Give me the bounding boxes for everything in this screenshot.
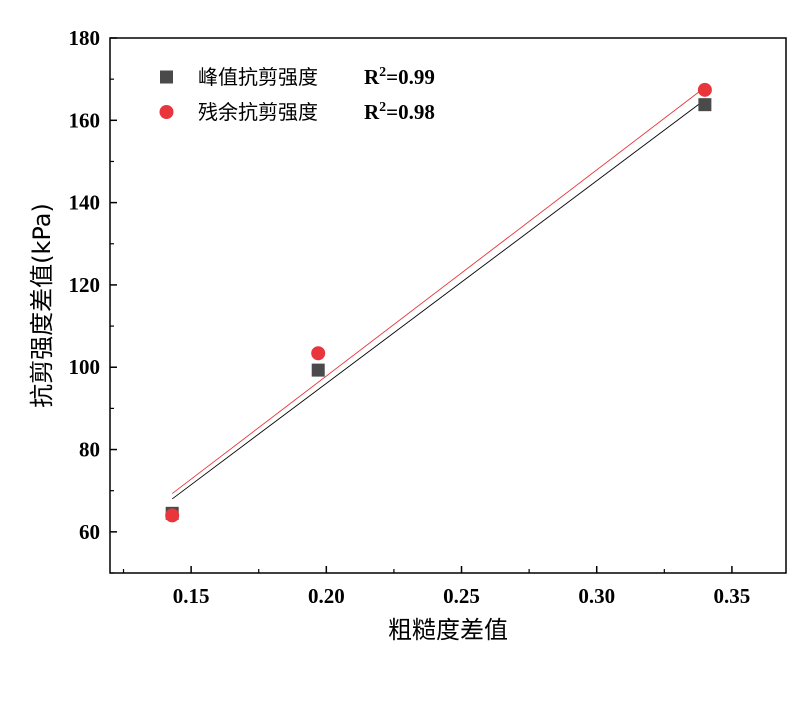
axes: 60 80 100 120 140 160 180 0.15 0.20 0.25 0.30 0.35 — [69, 26, 787, 608]
legend-r2-peak: R2=0.99 — [364, 65, 435, 89]
y-tick-label: 60 — [79, 520, 100, 544]
data-point-residual — [165, 508, 180, 523]
legend-item-residual: 残余抗剪强度 R2=0.98 — [159, 100, 435, 124]
y-tick-label: 160 — [69, 108, 101, 132]
x-tick-label: 0.35 — [714, 584, 751, 608]
y-tick-label: 180 — [69, 26, 101, 50]
r2-superscript: 2 — [379, 100, 386, 115]
legend-marker-circle — [159, 105, 174, 119]
y-tick-label: 140 — [69, 191, 101, 215]
y-tick-label: 120 — [69, 273, 101, 297]
legend-label-peak: 峰值抗剪强度 — [198, 65, 318, 89]
fit-line-peak — [171, 99, 706, 500]
data-points — [165, 82, 712, 523]
fit-lines — [171, 87, 706, 500]
legend-r2-residual: R2=0.98 — [364, 100, 435, 124]
legend-item-peak: 峰值抗剪强度 R2=0.99 — [160, 65, 435, 89]
r2-superscript: 2 — [379, 65, 386, 80]
x-tick-label: 0.20 — [308, 584, 345, 608]
data-point-residual — [311, 346, 326, 361]
legend-marker-square — [160, 70, 173, 84]
x-tick-label: 0.30 — [578, 584, 615, 608]
fit-line-residual — [171, 87, 706, 494]
r2-value: =0.99 — [386, 65, 435, 89]
plot-frame — [109, 37, 787, 574]
legend-label-residual: 残余抗剪强度 — [198, 100, 318, 124]
x-tick-label: 0.15 — [173, 584, 210, 608]
r2-letter: R — [364, 100, 380, 124]
data-point-peak — [311, 363, 325, 377]
x-tick-label: 0.25 — [443, 584, 480, 608]
data-point-peak — [698, 98, 712, 112]
y-axis-title: 抗剪强度差值(kPa) — [28, 203, 56, 408]
x-axis-title: 粗糙度差值 — [388, 616, 508, 644]
data-point-residual — [697, 82, 712, 97]
y-tick-label: 80 — [79, 438, 100, 462]
r2-value: =0.98 — [386, 100, 435, 124]
legend: 峰值抗剪强度 R2=0.99 残余抗剪强度 R2=0.98 — [159, 65, 435, 124]
r2-letter: R — [364, 65, 380, 89]
y-tick-label: 100 — [69, 355, 101, 379]
